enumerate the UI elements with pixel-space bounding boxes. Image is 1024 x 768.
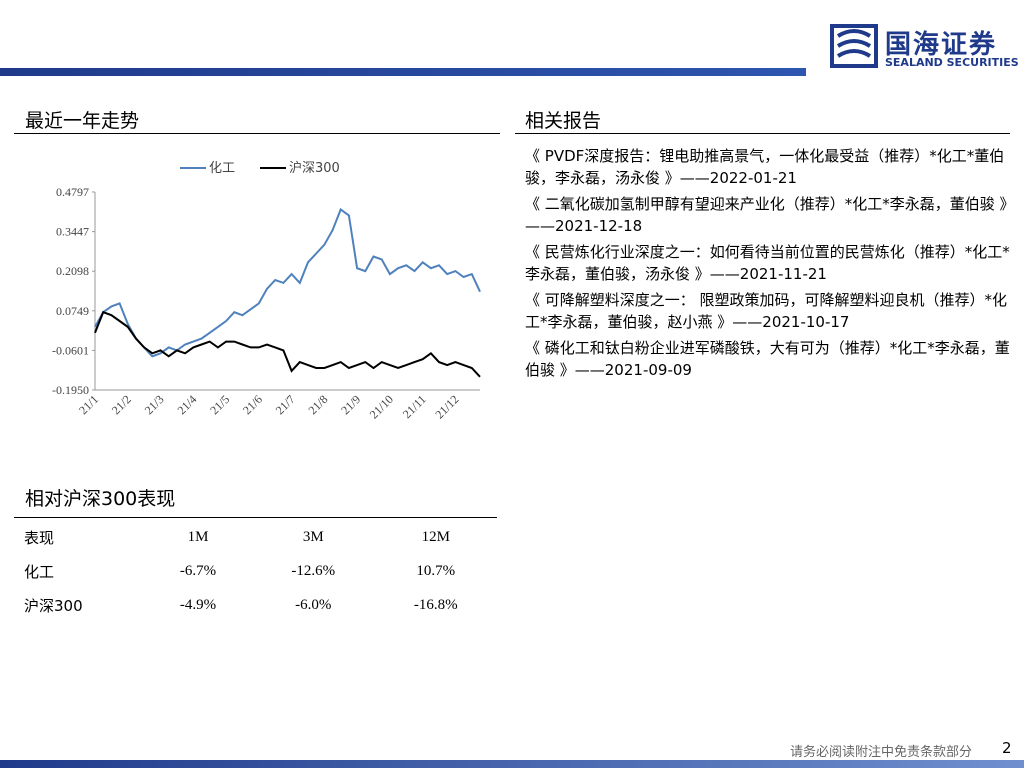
performance-table: 表现 1M 3M 12M 化工 -6.7% -12.6% 10.7% 沪深300 -4.9% -6.… xyxy=(14,520,497,622)
report-item: 《 磷化工和钛白粉企业进军磷酸铁，大有可为（推荐）*化工*李永磊，董伯骏 》——… xyxy=(525,339,1010,379)
x-tick-label: 21/2 xyxy=(109,392,134,417)
x-tick-label: 21/10 xyxy=(367,392,396,421)
chart: -0.1950 -0.0601 0.0749 0.2098 0.3447 0.4797 21… xyxy=(52,160,481,421)
footer-bar xyxy=(0,760,1024,768)
x-tick-label: 21/7 xyxy=(273,392,298,417)
legend-label: 化工 xyxy=(209,161,235,176)
header-bar xyxy=(0,68,806,76)
table-row: 沪深300 -4.9% -6.0% -16.8% xyxy=(14,588,497,622)
disclaimer: 请务必阅读附注中免责条款部分 xyxy=(790,745,973,760)
series-line xyxy=(94,207,481,358)
x-tick-label: 21/9 xyxy=(338,392,363,417)
section-title: 相关报告 xyxy=(525,110,602,132)
series-line xyxy=(94,310,481,378)
table-row: 表现 1M 3M 12M xyxy=(14,520,497,554)
y-tick-label: 0.3447 xyxy=(56,225,89,239)
table-header-cell: 1M xyxy=(187,528,209,545)
x-tick-label: 21/5 xyxy=(207,392,232,417)
y-tick-label: 0.4797 xyxy=(56,185,89,199)
table-cell: -4.9% xyxy=(179,596,217,613)
y-tick-label: 0.2098 xyxy=(56,264,89,278)
divider xyxy=(14,517,497,518)
x-tick-label: 21/11 xyxy=(400,392,429,421)
table-row: 化工 -6.7% -12.6% 10.7% xyxy=(14,554,497,588)
logo-icon xyxy=(830,24,878,68)
report-item: 《 可降解塑料深度之一： 限塑政策加码，可降解塑料迎良机（推荐）*化工*李永磊，… xyxy=(525,291,1008,331)
divider xyxy=(515,133,1010,134)
report-item: 《 PVDF深度报告：锂电助推高景气，一体化最受益（推荐）*化工*董伯骏，李永磊… xyxy=(525,147,1005,187)
report-list: 《 PVDF深度报告：锂电助推高景气，一体化最受益（推荐）*化工*董伯骏，李永磊… xyxy=(525,145,1010,385)
y-tick-label: -0.1950 xyxy=(52,383,89,397)
y-tick-label: 0.0749 xyxy=(56,304,89,318)
report-item: 《 民营炼化行业深度之一：如何看待当前位置的民营炼化（推荐）*化工*李永磊，董伯… xyxy=(525,243,1010,283)
divider xyxy=(14,133,500,134)
x-tick-label: 21/8 xyxy=(305,392,330,417)
page-number: 2 xyxy=(1002,739,1012,757)
table-cell: 化工 xyxy=(24,562,55,581)
table-cell: -16.8% xyxy=(413,596,458,613)
x-tick-label: 21/4 xyxy=(174,392,199,417)
table-cell: -6.7% xyxy=(179,562,217,579)
y-tick-label: -0.0601 xyxy=(52,343,89,357)
table-cell: 沪深300 xyxy=(24,596,83,615)
section-title: 相对沪深300表现 xyxy=(25,488,176,510)
report-item: 《 二氧化碳加氢制甲醇有望迎来产业化（推荐）*化工*李永磊，董伯骏 》——202… xyxy=(525,195,1008,235)
table-header-cell: 3M xyxy=(302,528,324,545)
x-tick-label: 21/6 xyxy=(240,392,265,417)
legend-label: 沪深300 xyxy=(289,160,340,176)
table-cell: -12.6% xyxy=(291,562,336,579)
x-tick-label: 21/3 xyxy=(142,392,167,417)
logo-cn: 国海证券 xyxy=(885,30,998,60)
logo-en: SEALAND SECURITIES xyxy=(885,56,1019,69)
x-tick-label: 21/12 xyxy=(432,392,461,421)
section-title: 最近一年走势 xyxy=(25,110,140,132)
table-cell: -6.0% xyxy=(295,596,332,613)
table-cell: 10.7% xyxy=(416,562,456,579)
table-header-cell: 表现 xyxy=(24,528,55,547)
table-header-cell: 12M xyxy=(421,528,450,545)
